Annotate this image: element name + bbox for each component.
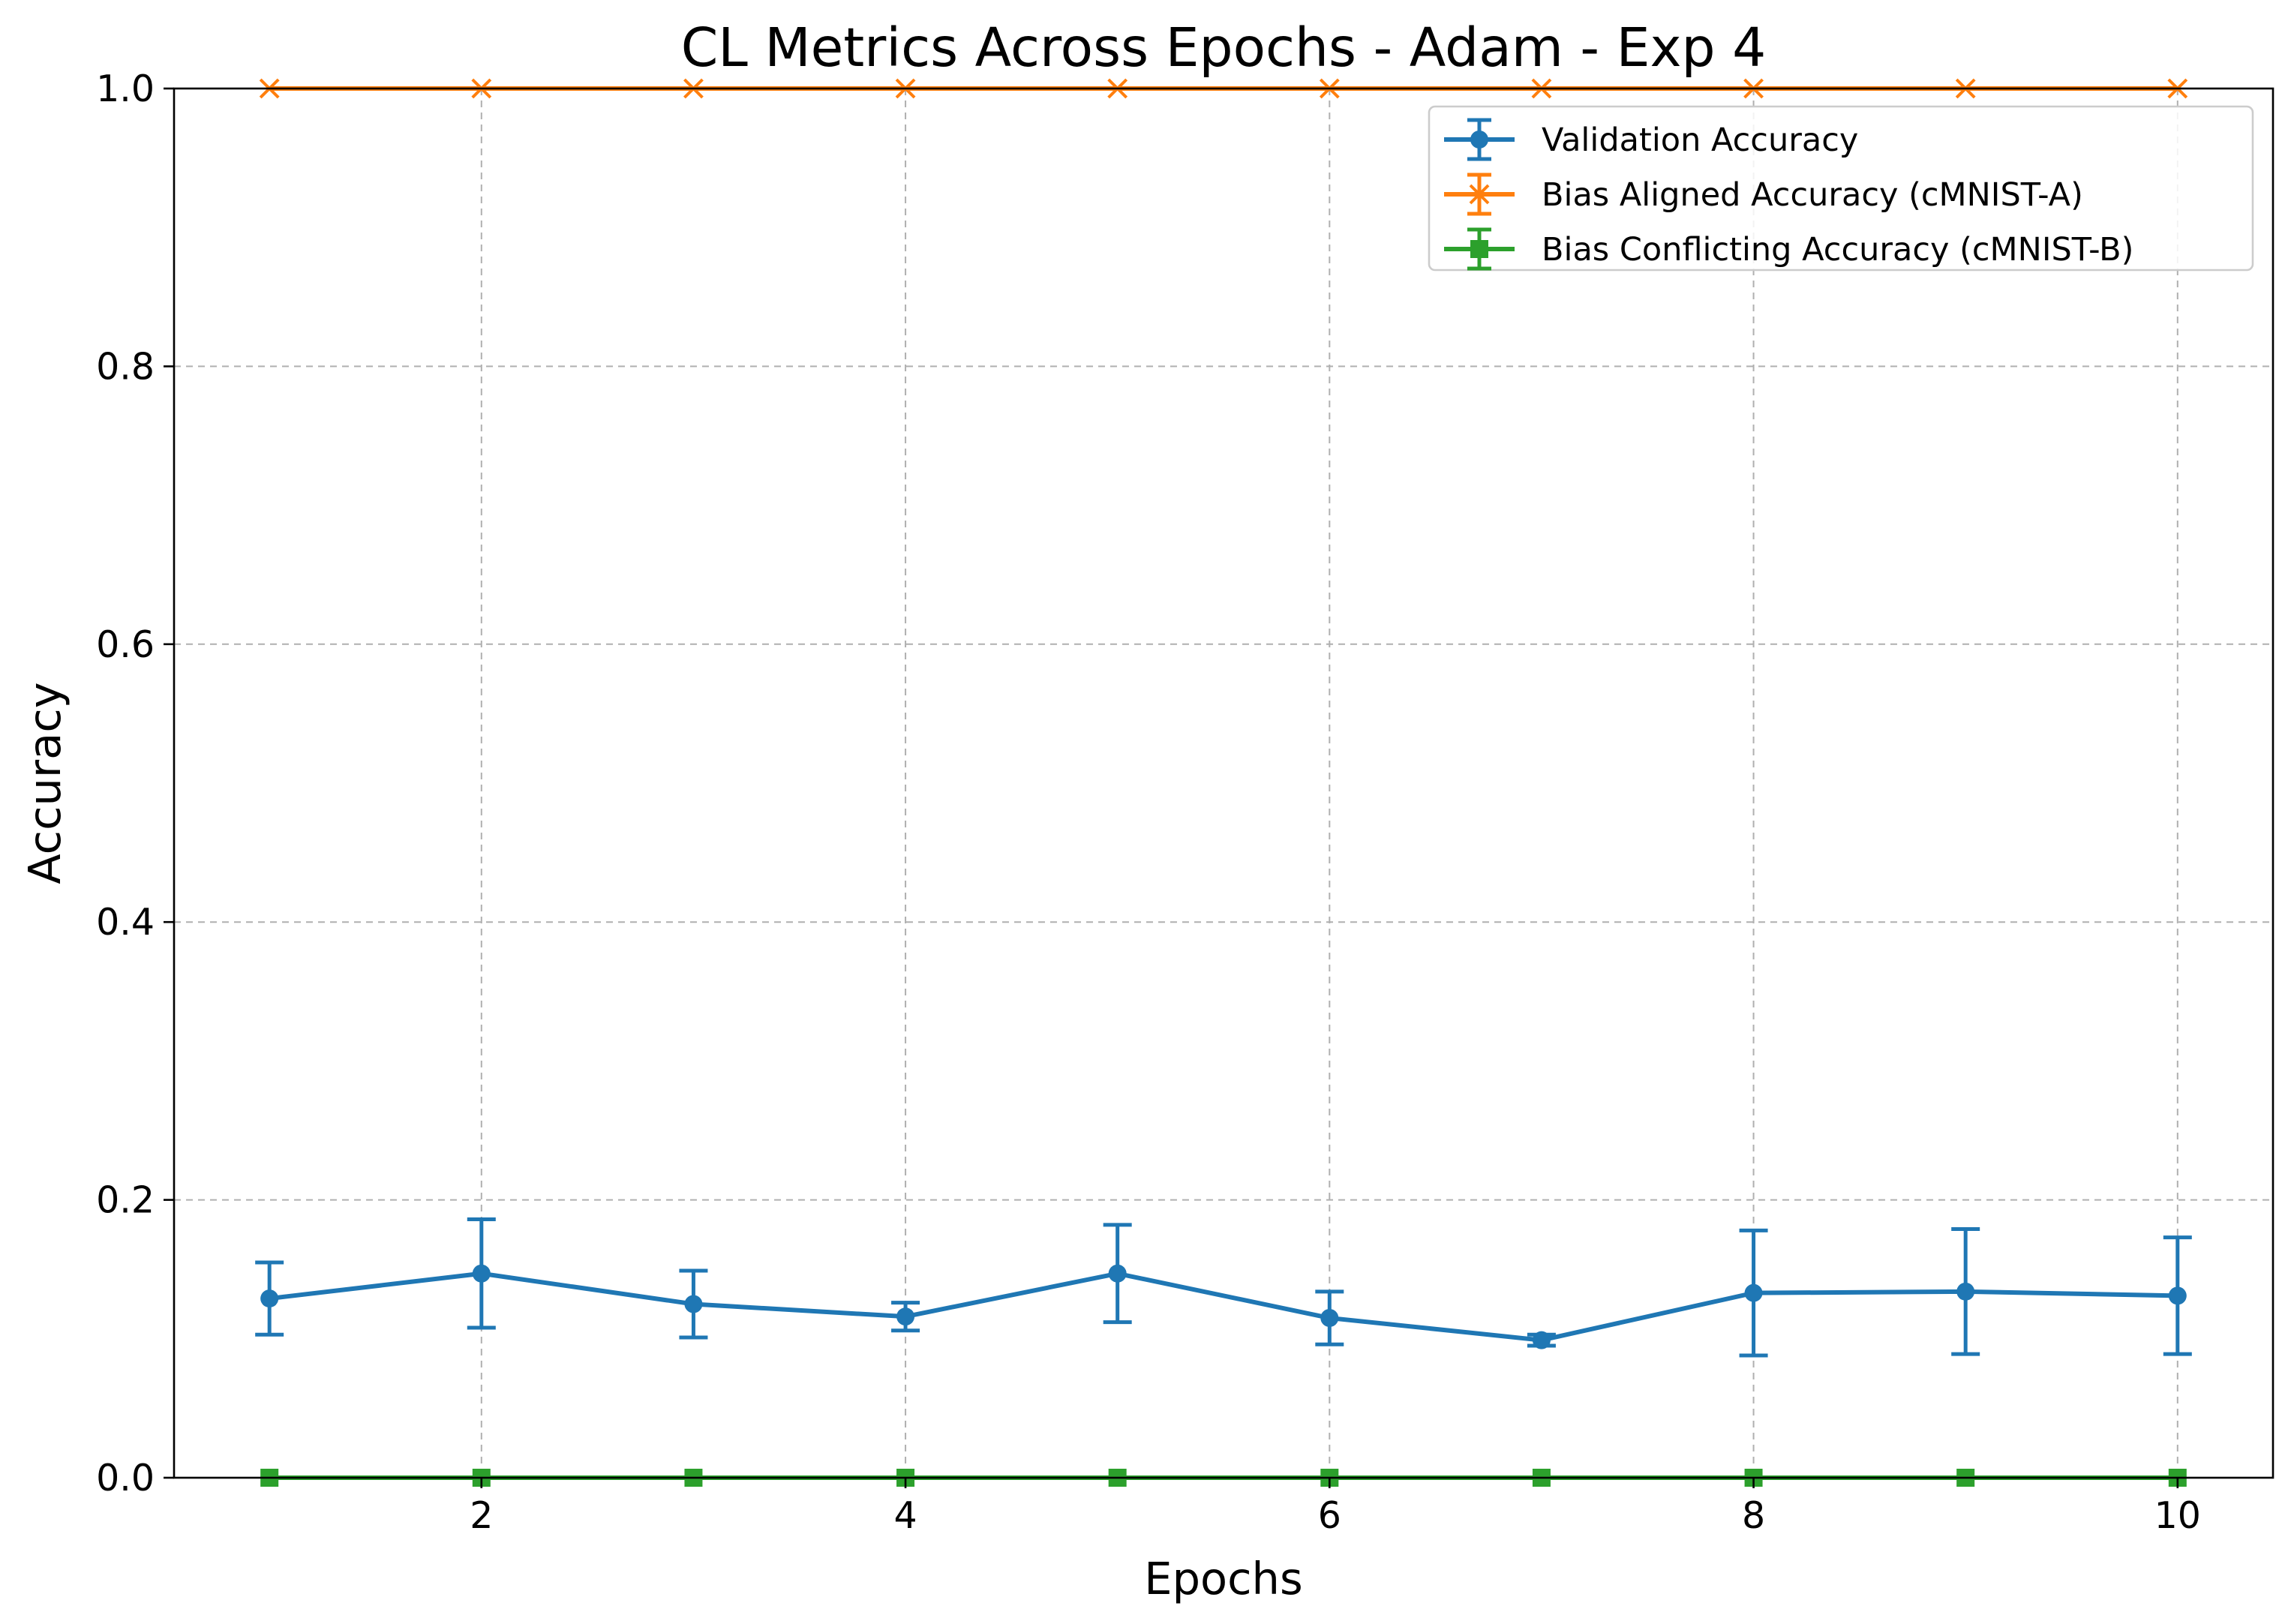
y-tick-label: 0.6 bbox=[96, 623, 155, 666]
legend-label: Bias Conflicting Accuracy (cMNIST-B) bbox=[1542, 231, 2133, 269]
series-1 bbox=[255, 1217, 2192, 1358]
x-tick-label: 4 bbox=[893, 1494, 917, 1537]
series-line bbox=[269, 1271, 2178, 1343]
plot-area-frame bbox=[173, 87, 2274, 1479]
data-point bbox=[260, 1289, 279, 1308]
y-tick-label: 0.0 bbox=[96, 1457, 155, 1499]
data-point bbox=[1108, 1264, 1127, 1283]
y-tick-label: 0.8 bbox=[96, 345, 155, 388]
data-point bbox=[472, 1264, 491, 1283]
legend-item: Bias Conflicting Accuracy (cMNIST-B) bbox=[1444, 227, 2133, 271]
legend-box bbox=[1428, 105, 2254, 272]
marker-stroke bbox=[1469, 184, 1490, 205]
x-axis-label: Epochs bbox=[1144, 1553, 1302, 1604]
data-point bbox=[684, 1295, 703, 1313]
chart-title: CL Metrics Across Epochs - Adam - Exp 4 bbox=[681, 17, 1767, 79]
legend: Validation Accuracy Bias Aligned Accuracy… bbox=[1428, 105, 2254, 272]
series-layer bbox=[255, 78, 2192, 1487]
x-tick-label: 10 bbox=[2154, 1494, 2201, 1537]
data-point bbox=[896, 1307, 915, 1326]
legend-item: Validation Accuracy bbox=[1444, 118, 1858, 161]
y-tick-label: 0.2 bbox=[96, 1179, 155, 1222]
y-tick-label: 0.4 bbox=[96, 901, 155, 944]
x-tick-label: 2 bbox=[470, 1494, 493, 1537]
legend-marker bbox=[1469, 184, 1490, 205]
data-point bbox=[1532, 1331, 1551, 1349]
legend-marker bbox=[1470, 131, 1488, 149]
x-tick-label: 6 bbox=[1318, 1494, 1341, 1537]
axis-ticks: 2 4 6 8 10 0.0 0.2 0.4 0.6 0.8 1.0 bbox=[96, 68, 2201, 1537]
data-point bbox=[1744, 1283, 1763, 1302]
legend-item: Bias Aligned Accuracy (cMNIST-A) bbox=[1444, 173, 2083, 216]
legend-label: Bias Aligned Accuracy (cMNIST-A) bbox=[1542, 176, 2083, 214]
y-tick-label: 1.0 bbox=[96, 68, 155, 110]
legend-label: Validation Accuracy bbox=[1542, 122, 1858, 159]
y-axis-label: Accuracy bbox=[19, 682, 71, 884]
legend-marker bbox=[1470, 240, 1488, 258]
data-point bbox=[1956, 1282, 1975, 1301]
x-tick-label: 8 bbox=[1742, 1494, 1765, 1537]
data-point bbox=[2168, 1286, 2187, 1305]
data-point bbox=[1320, 1309, 1339, 1328]
